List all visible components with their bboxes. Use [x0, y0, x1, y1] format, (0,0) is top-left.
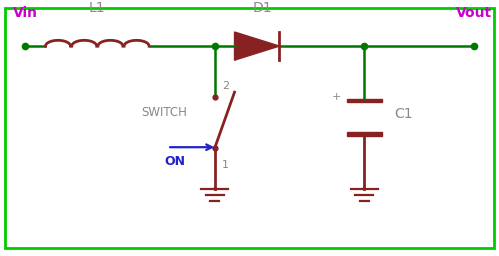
Text: Vin: Vin	[12, 6, 37, 20]
Text: +: +	[332, 92, 341, 102]
Text: 2: 2	[222, 81, 229, 91]
Text: D1: D1	[252, 1, 272, 15]
Text: Vout: Vout	[456, 6, 492, 20]
Polygon shape	[347, 132, 382, 136]
Text: 1: 1	[222, 160, 229, 170]
Text: C1: C1	[394, 107, 413, 121]
Polygon shape	[235, 32, 279, 60]
Polygon shape	[347, 99, 382, 102]
Text: SWITCH: SWITCH	[142, 106, 188, 119]
Text: ON: ON	[165, 155, 186, 168]
Text: L1: L1	[89, 1, 106, 15]
